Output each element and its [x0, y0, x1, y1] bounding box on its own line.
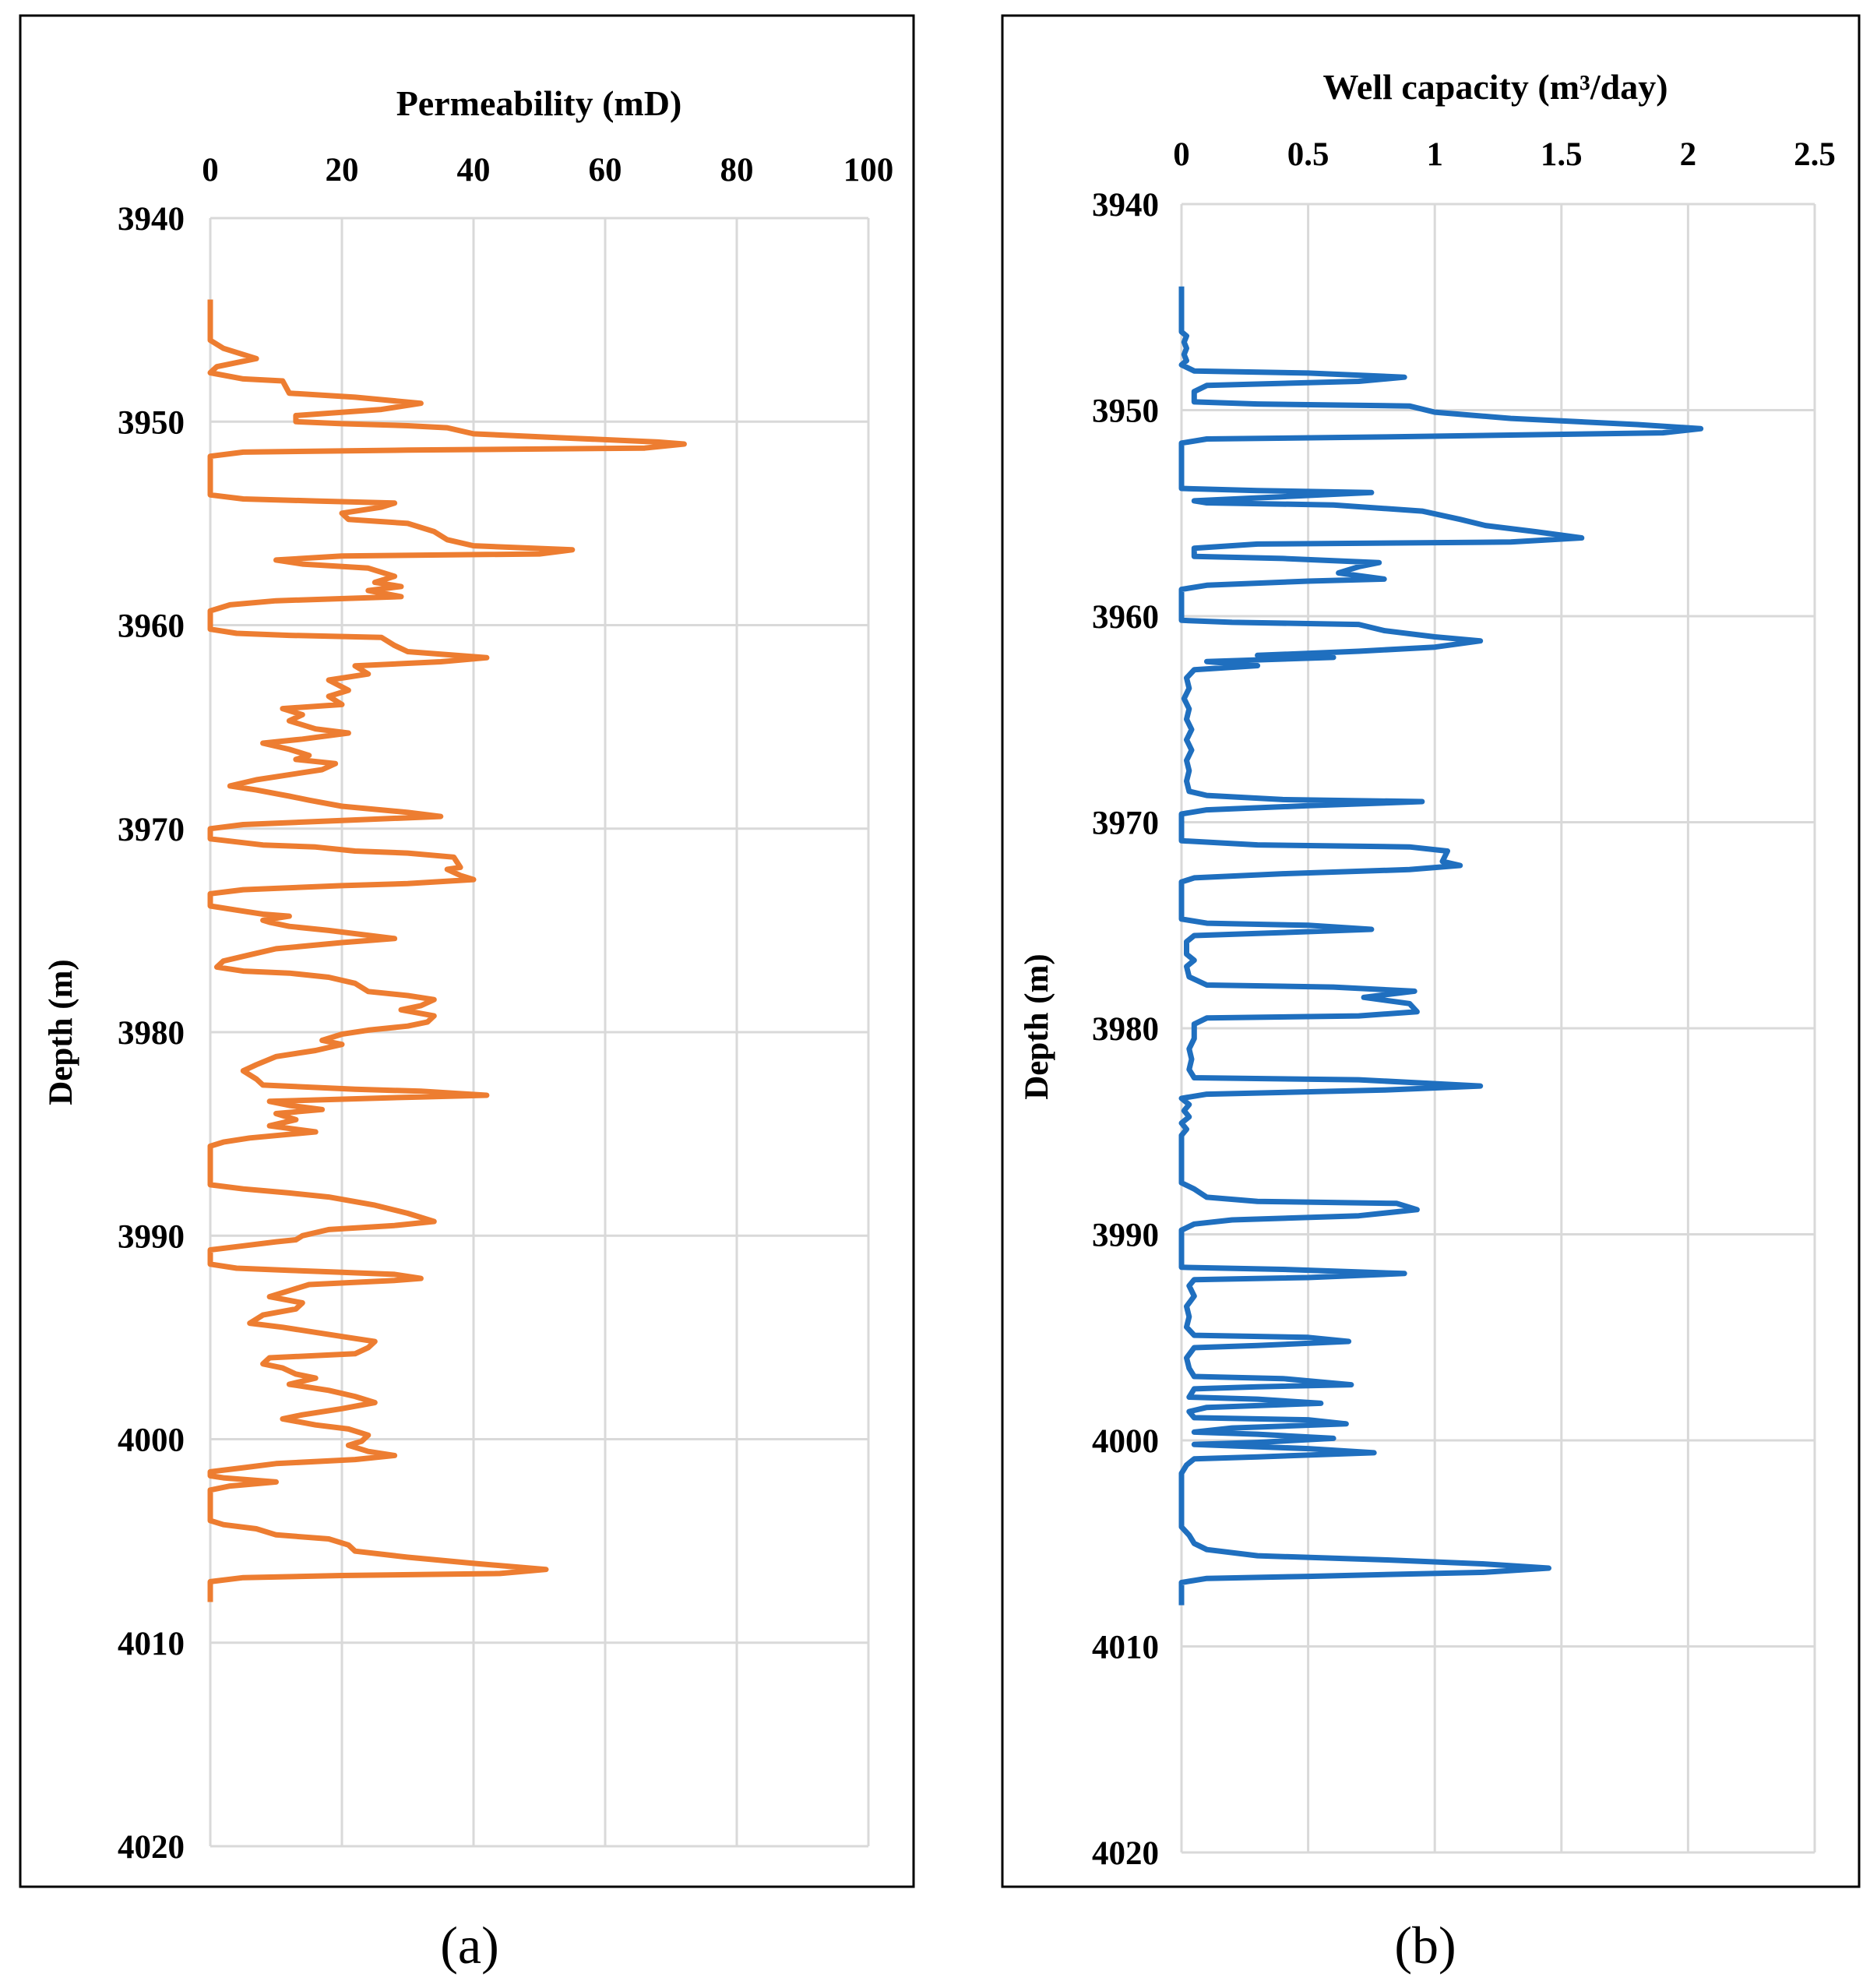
y-tick-label: 4000	[118, 1422, 185, 1459]
panel-b: Well capacity (m³/day) Depth (m) 0 0.5 1 1.…	[1001, 14, 1861, 1975]
panel-a-x-ticks: 0 20 40 60 80 100	[202, 152, 893, 189]
panel-b-ylabel: Depth (m)	[1019, 953, 1055, 1100]
y-tick-label: 3960	[118, 608, 185, 645]
y-tick-label: 3940	[118, 201, 185, 238]
x-tick-label: 40	[457, 152, 491, 189]
y-tick-label: 4010	[1092, 1630, 1159, 1666]
permeability-series-line	[207, 299, 687, 1602]
panel-b-x-ticks: 0 0.5 1 1.5 2 2.5	[1173, 136, 1836, 173]
y-tick-label: 4010	[118, 1626, 185, 1662]
y-tick-label: 3950	[1092, 393, 1159, 430]
panel-a-y-ticks: 3940 3950 3960 3970 3980 3990 4000 4010 4020	[118, 201, 185, 1866]
y-tick-label: 4000	[1092, 1423, 1159, 1460]
panel-a-caption: (a)	[440, 1916, 498, 1975]
well-capacity-series-line	[1178, 286, 1704, 1606]
x-tick-label: 1.5	[1541, 136, 1583, 173]
x-tick-label: 100	[843, 152, 894, 189]
panel-a-grid	[209, 217, 870, 1848]
y-tick-label: 3980	[1092, 1011, 1159, 1048]
panel-a: Permeability (mD) Depth (m) 0 20 40 60 80 100…	[19, 14, 915, 1975]
panel-b-frame	[1001, 14, 1861, 1888]
panel-a-frame	[19, 14, 915, 1888]
x-tick-label: 0	[1173, 136, 1190, 173]
x-tick-label: 60	[589, 152, 622, 189]
panel-a-ylabel: Depth (m)	[43, 959, 79, 1105]
y-tick-label: 3940	[1092, 187, 1159, 224]
x-tick-label: 1	[1426, 136, 1443, 173]
panel-b-grid	[1180, 203, 1816, 1854]
y-tick-label: 3990	[1092, 1218, 1159, 1254]
panel-b-caption: (b)	[1394, 1916, 1456, 1975]
y-tick-label: 3990	[118, 1218, 185, 1255]
y-tick-label: 3970	[118, 812, 185, 848]
x-tick-label: 20	[326, 152, 359, 189]
x-tick-label: 2.5	[1794, 136, 1836, 173]
y-tick-label: 3980	[118, 1015, 185, 1052]
panel-a-title: Permeability (mD)	[396, 83, 682, 123]
y-tick-label: 3970	[1092, 805, 1159, 842]
panel-b-y-ticks: 3940 3950 3960 3970 3980 3990 4000 4010 4020	[1092, 187, 1159, 1872]
panel-b-title: Well capacity (m³/day)	[1322, 67, 1668, 107]
x-tick-label: 0	[202, 152, 219, 189]
x-tick-label: 2	[1680, 136, 1697, 173]
x-tick-label: 80	[720, 152, 754, 189]
y-tick-label: 3950	[118, 404, 185, 441]
y-tick-label: 4020	[118, 1829, 185, 1866]
y-tick-label: 4020	[1092, 1835, 1159, 1872]
y-tick-label: 3960	[1092, 599, 1159, 636]
x-tick-label: 0.5	[1287, 136, 1329, 173]
